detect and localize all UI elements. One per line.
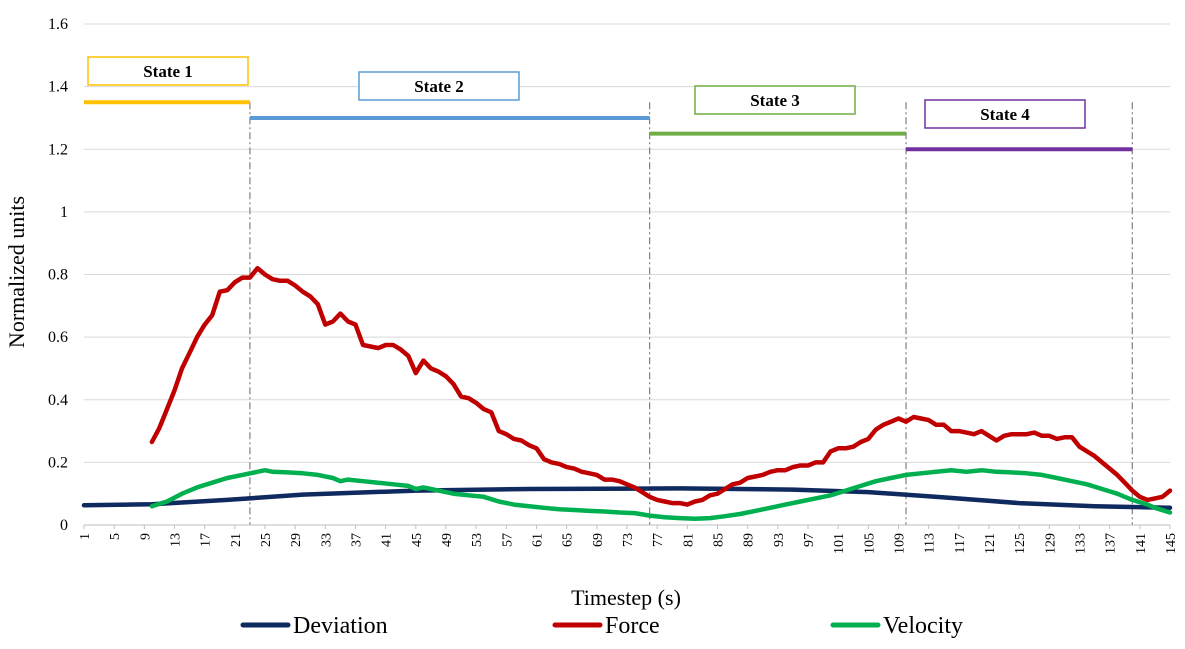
x-tick-label: 1 [78,533,93,540]
x-tick-label: 13 [169,533,184,547]
y-tick-label: 0.4 [48,392,68,409]
x-tick-label: 61 [531,533,546,547]
state-label: State 4 [980,105,1030,124]
x-tick-label: 73 [621,533,636,547]
x-tick-label: 121 [983,533,998,554]
y-tick-label: 0 [60,517,68,534]
x-tick-label: 129 [1043,533,1058,554]
x-tick-label: 45 [410,533,425,547]
x-tick-label: 109 [893,533,908,554]
x-tick-label: 97 [802,533,817,547]
x-tick-label: 21 [229,533,244,547]
x-tick-label: 113 [923,533,938,553]
state-label-box [358,71,520,101]
y-tick-label: 1.2 [48,141,68,158]
x-tick-label: 49 [440,533,455,547]
state-label-box [87,56,249,86]
x-tick-label: 65 [561,533,576,547]
x-tick-label: 125 [1013,533,1028,554]
x-tick-label: 53 [470,533,485,547]
legend-label: Deviation [293,613,388,639]
x-tick-label: 37 [350,533,365,547]
chart-series [81,265,1173,521]
x-tick-label: 81 [681,533,696,547]
x-axis-label: Timestep (s) [571,585,681,610]
x-tick-label: 17 [199,533,214,547]
state-label: State 2 [414,77,464,96]
legend-label: Force [605,613,660,639]
y-tick-label: 0.8 [48,267,68,284]
series-line-velocity [149,467,1173,521]
x-axis-ticks: 1 5 9 13 17 21 25 29 33 37 41 45 49 53 57 61 65 69 73 77 81 8… [78,525,1179,554]
x-tick-label: 145 [1164,533,1179,554]
x-tick-label: 25 [259,533,274,547]
x-tick-label: 5 [108,533,123,540]
y-tick-label: 1 [60,204,68,221]
x-tick-label: 141 [1134,533,1149,554]
x-tick-label: 101 [832,533,847,554]
x-tick-label: 137 [1104,533,1119,554]
state-label-box [924,99,1086,129]
y-tick-label: 1.6 [48,16,68,33]
x-tick-label: 93 [772,533,787,547]
state-boundaries [249,102,1133,525]
legend: Deviation Force Velocity [240,613,963,639]
x-tick-label: 41 [380,533,395,547]
y-tick-label: 0.6 [48,329,68,346]
y-tick-label: 1.4 [48,79,68,96]
x-tick-label: 69 [591,533,606,547]
y-tick-label: 0.2 [48,454,68,471]
state-label: State 1 [143,62,193,81]
series-line-deviation [81,486,1173,511]
x-tick-label: 57 [500,533,515,547]
gridlines [84,23,1170,463]
x-tick-label: 29 [289,533,304,547]
x-tick-label: 133 [1074,533,1089,554]
legend-label: Velocity [883,613,963,639]
x-tick-label: 85 [712,533,727,547]
state-label-box [694,85,856,115]
x-tick-label: 33 [319,533,334,547]
y-axis-label: Normalized units [4,196,29,348]
x-tick-label: 105 [862,533,877,554]
x-tick-label: 89 [742,533,757,547]
x-tick-label: 77 [651,533,666,547]
x-tick-label: 9 [138,533,153,540]
state-label: State 3 [750,91,800,110]
y-axis-ticks: 0 0.2 0.4 0.6 0.8 1 1.2 1.4 1.6 [48,16,68,534]
x-tick-label: 117 [953,533,968,553]
series-line-force [149,265,1173,507]
state-annotations: State 1 State 2 State 3 State 4 [84,56,1133,152]
